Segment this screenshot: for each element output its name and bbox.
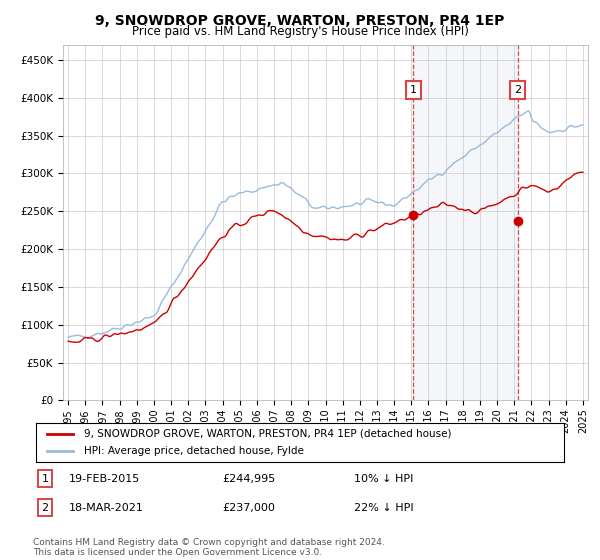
Text: 18-MAR-2021: 18-MAR-2021 bbox=[69, 503, 144, 513]
Text: 1: 1 bbox=[41, 474, 49, 484]
Text: 19-FEB-2015: 19-FEB-2015 bbox=[69, 474, 140, 484]
Text: 9, SNOWDROP GROVE, WARTON, PRESTON, PR4 1EP (detached house): 9, SNOWDROP GROVE, WARTON, PRESTON, PR4 … bbox=[83, 429, 451, 439]
Text: £244,995: £244,995 bbox=[222, 474, 275, 484]
Text: 2: 2 bbox=[514, 85, 521, 95]
Text: 1: 1 bbox=[410, 85, 417, 95]
Text: £237,000: £237,000 bbox=[222, 503, 275, 513]
Text: 10% ↓ HPI: 10% ↓ HPI bbox=[354, 474, 413, 484]
Text: Price paid vs. HM Land Registry's House Price Index (HPI): Price paid vs. HM Land Registry's House … bbox=[131, 25, 469, 38]
Text: 22% ↓ HPI: 22% ↓ HPI bbox=[354, 503, 413, 513]
Text: HPI: Average price, detached house, Fylde: HPI: Average price, detached house, Fyld… bbox=[83, 446, 304, 456]
Text: 2: 2 bbox=[41, 503, 49, 513]
Bar bbox=[413, 45, 518, 400]
Text: Contains HM Land Registry data © Crown copyright and database right 2024.
This d: Contains HM Land Registry data © Crown c… bbox=[33, 538, 385, 557]
Text: 9, SNOWDROP GROVE, WARTON, PRESTON, PR4 1EP: 9, SNOWDROP GROVE, WARTON, PRESTON, PR4 … bbox=[95, 14, 505, 28]
